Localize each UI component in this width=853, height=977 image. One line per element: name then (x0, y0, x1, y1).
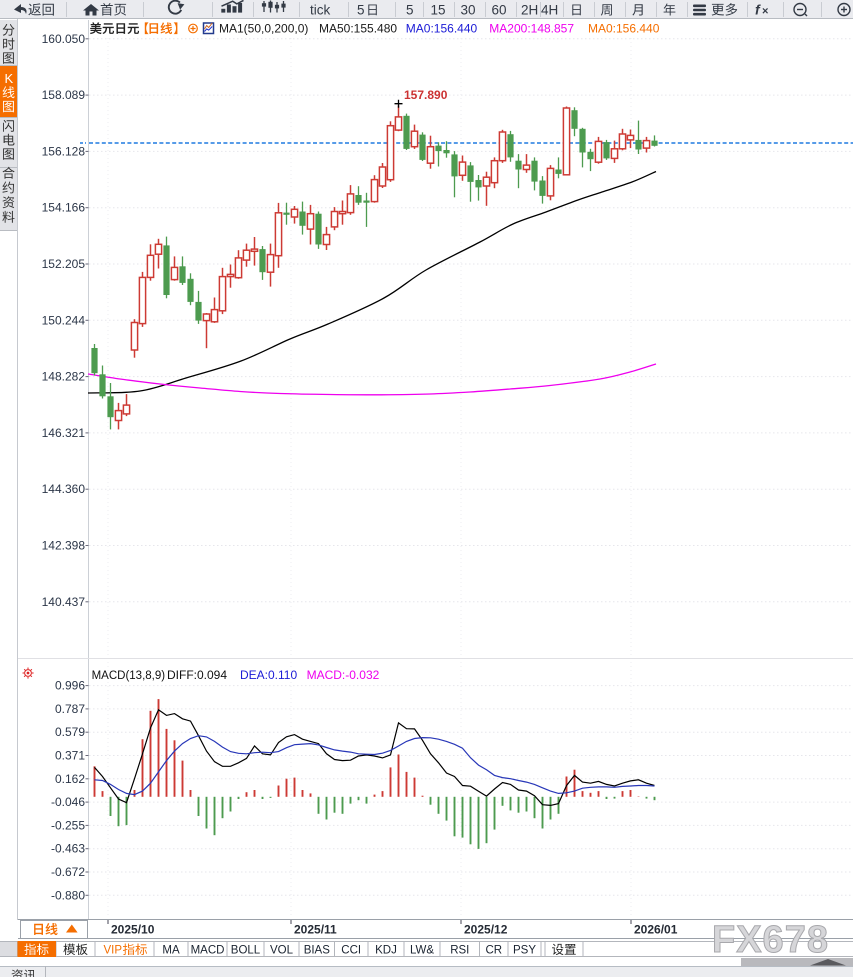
svg-text:MACD:-0.032: MACD:-0.032 (307, 668, 380, 682)
svg-text:-0.046: -0.046 (51, 795, 85, 809)
svg-text:MA: MA (162, 945, 180, 957)
svg-text:-0.255: -0.255 (51, 818, 85, 832)
svg-text:MA200:148.857: MA200:148.857 (489, 22, 574, 36)
svg-text:156.128: 156.128 (42, 144, 86, 158)
svg-text:157.890: 157.890 (404, 88, 448, 102)
svg-text:MA50:155.480: MA50:155.480 (319, 22, 397, 36)
svg-text:0.787: 0.787 (55, 702, 85, 716)
svg-text:148.282: 148.282 (42, 370, 86, 384)
svg-text:60: 60 (492, 3, 507, 18)
svg-text:LW&: LW& (410, 945, 434, 957)
svg-text:DEA:0.110: DEA:0.110 (240, 668, 297, 682)
svg-text:0.579: 0.579 (55, 725, 85, 739)
svg-text:152.205: 152.205 (42, 257, 86, 271)
svg-text:15: 15 (431, 3, 446, 18)
svg-text:144.360: 144.360 (42, 482, 86, 496)
svg-text:4H: 4H (541, 3, 558, 18)
svg-text:BOLL: BOLL (231, 945, 261, 957)
svg-text:2H: 2H (521, 3, 538, 18)
svg-text:5: 5 (406, 3, 414, 18)
svg-text:30: 30 (461, 3, 476, 18)
svg-text:VIP: VIP (104, 945, 123, 957)
svg-text:KDJ: KDJ (375, 945, 397, 957)
svg-text:2025/12: 2025/12 (464, 923, 508, 937)
svg-text:2026/01: 2026/01 (634, 923, 678, 937)
svg-text:140.437: 140.437 (42, 595, 86, 609)
svg-text:2025/10: 2025/10 (111, 923, 155, 937)
svg-text:CR: CR (485, 945, 502, 957)
svg-text:CCI: CCI (341, 945, 361, 957)
svg-text:-0.672: -0.672 (51, 865, 85, 879)
svg-text:MACD: MACD (191, 945, 225, 957)
svg-text:VOL: VOL (270, 945, 294, 957)
svg-text:146.321: 146.321 (42, 426, 86, 440)
svg-text:tick: tick (310, 3, 331, 18)
svg-text:MA1(50,0,200,0): MA1(50,0,200,0) (219, 22, 308, 36)
svg-text:0.162: 0.162 (55, 772, 85, 786)
svg-text:MA0:156.440: MA0:156.440 (406, 22, 478, 36)
svg-text:160.050: 160.050 (42, 32, 86, 46)
svg-text:FX678: FX678 (712, 919, 829, 956)
svg-text:×: × (762, 6, 768, 18)
svg-text:DIFF:0.094: DIFF:0.094 (167, 668, 227, 682)
svg-text:BIAS: BIAS (304, 945, 331, 957)
svg-text:-0.880: -0.880 (51, 888, 85, 902)
svg-text:5: 5 (357, 3, 365, 18)
svg-text:2025/11: 2025/11 (294, 923, 337, 937)
svg-text:0.371: 0.371 (55, 749, 85, 763)
svg-text:PSY: PSY (513, 945, 536, 957)
svg-text:K: K (5, 71, 14, 86)
svg-text:f: f (755, 2, 761, 18)
svg-text:RSI: RSI (450, 945, 469, 957)
svg-text:158.089: 158.089 (42, 88, 86, 102)
svg-text:0.996: 0.996 (55, 679, 85, 693)
svg-text:150.244: 150.244 (42, 313, 86, 327)
svg-text:MA0:156.440: MA0:156.440 (588, 22, 660, 36)
svg-text:142.398: 142.398 (42, 539, 86, 553)
svg-text:-0.463: -0.463 (51, 842, 85, 856)
svg-text:MACD(13,8,9): MACD(13,8,9) (92, 670, 166, 682)
svg-text:154.166: 154.166 (42, 201, 86, 215)
